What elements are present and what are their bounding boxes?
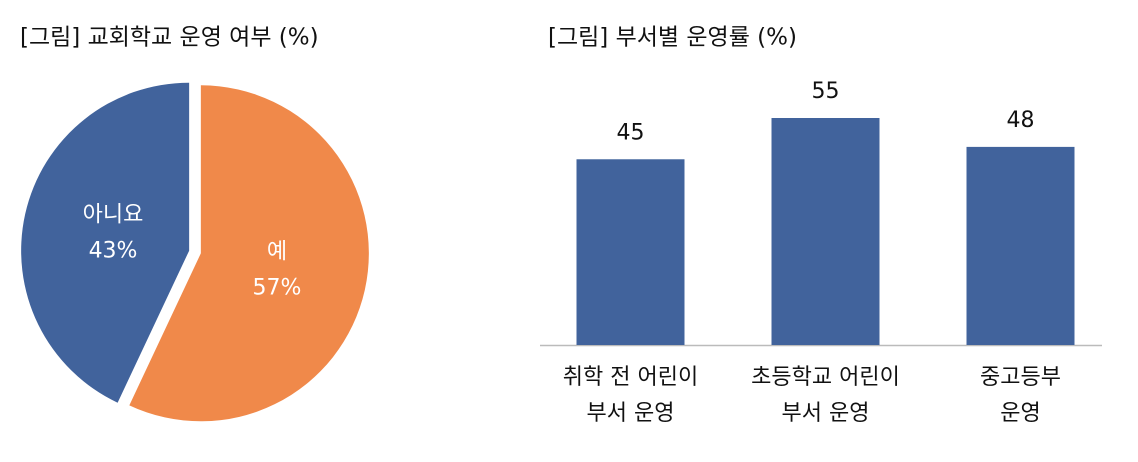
- pie-slice: [129, 85, 369, 422]
- bar: [966, 146, 1075, 345]
- x-tick-label: 중고등부 운영: [980, 365, 1061, 426]
- bar-value-label: 45: [617, 120, 645, 145]
- bar-value-label: 55: [812, 79, 840, 104]
- bar: [771, 118, 880, 345]
- bar-title: [그림] 부서별 운영률 (%): [548, 25, 797, 51]
- slice-label: 아니요: [83, 203, 144, 228]
- slice-value-label: 43%: [89, 239, 138, 264]
- bar: [576, 159, 685, 345]
- slice-value-label: 57%: [253, 275, 302, 300]
- pie-title: [그림] 교회학교 운영 여부 (%): [20, 25, 319, 51]
- pie-slice: [21, 82, 190, 403]
- slice-label: 예: [267, 239, 287, 264]
- bar-value-label: 48: [1007, 108, 1035, 133]
- x-tick-label: 취학 전 어린이 부서 운영: [563, 365, 698, 426]
- x-tick-label: 초등학교 어린이 부서 운영: [751, 365, 900, 426]
